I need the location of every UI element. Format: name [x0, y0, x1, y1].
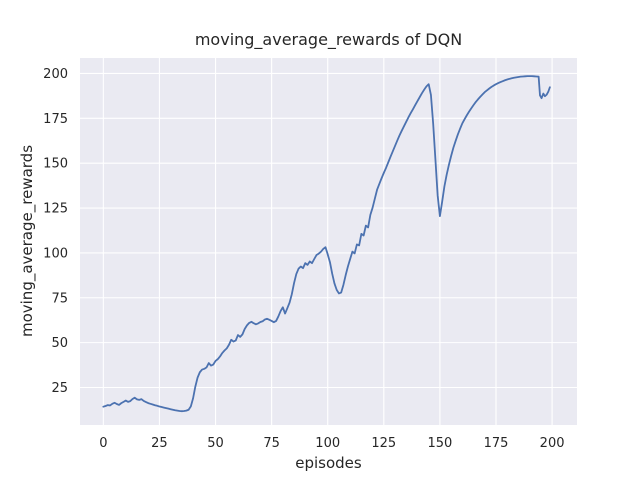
x-tick-label: 150: [427, 436, 452, 451]
x-tick-label: 100: [315, 436, 340, 451]
x-tick-label: 175: [484, 436, 509, 451]
y-tick-label: 75: [51, 291, 68, 306]
x-axis-label: episodes: [295, 454, 362, 472]
y-tick-label: 25: [51, 381, 68, 396]
y-tick-label: 200: [43, 67, 68, 82]
series-line: [102, 75, 551, 413]
x-tick-label: 200: [540, 436, 565, 451]
x-tick-label: 75: [263, 436, 280, 451]
y-axis-label: moving_average_rewards: [18, 144, 36, 338]
y-tick-label: 175: [43, 112, 68, 127]
plot-background: [80, 58, 577, 425]
x-tick-label: 50: [207, 436, 224, 451]
chart-title: moving_average_rewards of DQN: [194, 30, 463, 49]
y-tick-label: 125: [43, 202, 68, 217]
x-tick-label: 0: [99, 436, 107, 451]
y-tick-label: 50: [51, 336, 68, 351]
x-tick-label: 125: [371, 436, 396, 451]
y-tick-label: 150: [43, 157, 68, 172]
x-tick-label: 25: [151, 436, 168, 451]
y-tick-label: 100: [43, 246, 68, 261]
